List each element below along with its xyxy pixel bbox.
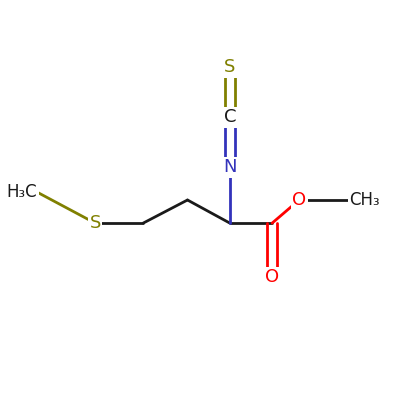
Text: S: S — [224, 58, 236, 76]
Text: S: S — [90, 214, 101, 232]
Text: CH₃: CH₃ — [349, 191, 380, 209]
Text: C: C — [224, 108, 236, 126]
Text: O: O — [292, 191, 306, 209]
Text: O: O — [265, 268, 279, 286]
Text: N: N — [223, 158, 236, 176]
Text: H₃C: H₃C — [7, 183, 37, 201]
